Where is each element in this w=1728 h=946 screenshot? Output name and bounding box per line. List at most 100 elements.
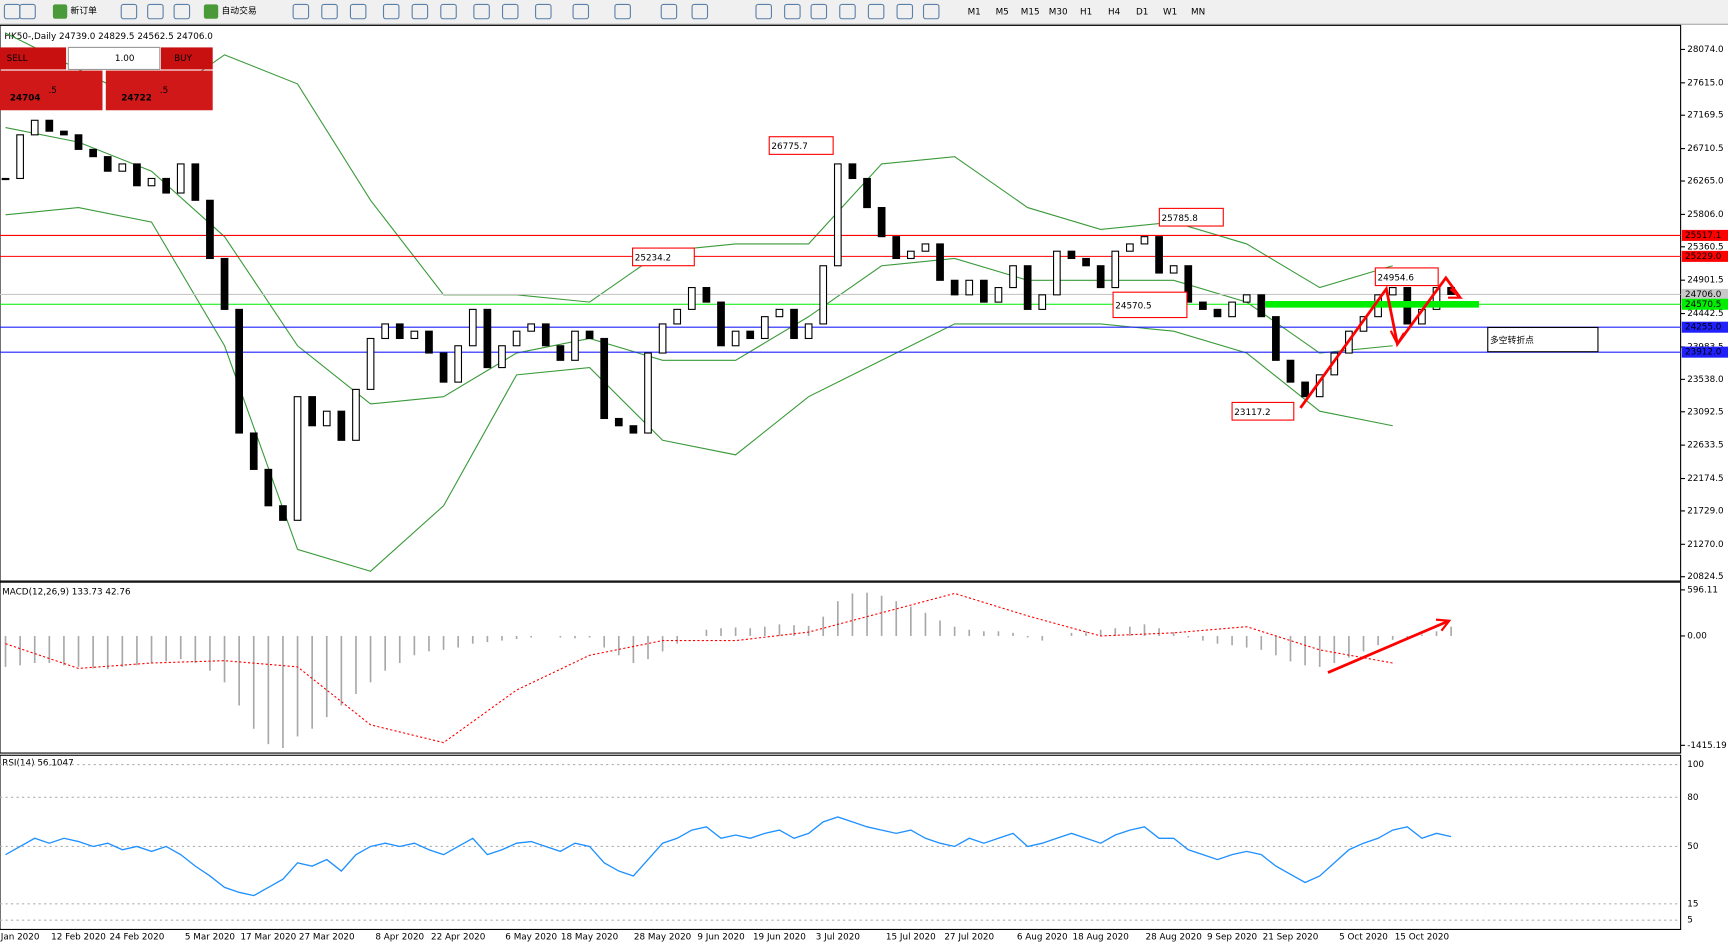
y-tick-label: 20824.5: [1687, 572, 1723, 582]
candle: [454, 345, 463, 383]
timeframe-button[interactable]: M15: [1021, 8, 1040, 18]
toolbar-icon[interactable]: [321, 3, 338, 20]
candle: [1228, 301, 1236, 318]
timeframe-button[interactable]: H1: [1080, 8, 1092, 18]
toolbar-icon[interactable]: [810, 3, 828, 20]
x-tick-label: 22 Apr 2020: [431, 933, 486, 943]
x-tick-label: 18 May 2020: [561, 933, 619, 943]
candle: [1126, 243, 1134, 252]
x-tick-label: 5 Oct 2020: [1339, 933, 1388, 943]
buy-label[interactable]: BUY: [174, 54, 192, 64]
timeframe-button[interactable]: W1: [1163, 8, 1177, 18]
candle: [30, 119, 39, 136]
candle: [16, 134, 24, 180]
candle: [1, 177, 10, 181]
toolbar-icon[interactable]: [839, 3, 856, 20]
candle: [293, 396, 302, 521]
toolbar-icon[interactable]: [755, 3, 772, 20]
toolbar-button[interactable]: 新订单: [71, 5, 98, 17]
toolbar-icon[interactable]: [572, 3, 590, 20]
price-annotation: 23117.2: [1234, 408, 1270, 418]
timeframe-button[interactable]: D1: [1136, 8, 1148, 18]
sell-label[interactable]: SELL: [7, 54, 28, 64]
toolbar-button[interactable]: 自动交易: [222, 5, 257, 17]
y-tick-label: 80: [1687, 793, 1699, 803]
toolbar-icon[interactable]: [292, 3, 310, 20]
y-tick-label: -1415.19: [1687, 741, 1727, 751]
lot-field[interactable]: [67, 46, 161, 71]
toolbar-icon[interactable]: [614, 3, 631, 20]
candle: [863, 177, 871, 209]
timeframe-button[interactable]: MN: [1191, 8, 1205, 18]
y-tick-label: 21270.0: [1687, 540, 1724, 550]
candle: [1257, 294, 1266, 318]
bid-box[interactable]: [0, 70, 103, 111]
toolbar-icon[interactable]: [535, 3, 552, 20]
x-tick-label: 28 May 2020: [634, 933, 692, 943]
price-level-label: 24706.0: [1685, 290, 1722, 300]
candle: [162, 177, 170, 194]
candle: [629, 425, 638, 434]
y-tick-label: 23538.0: [1687, 375, 1724, 385]
toolbar-icon[interactable]: [473, 3, 490, 20]
candle: [235, 308, 243, 434]
toolbar-icon[interactable]: [147, 3, 164, 20]
candle: [804, 323, 813, 340]
x-tick-label: 15 Jul 2020: [886, 933, 936, 943]
candle: [498, 345, 506, 369]
toolbar-icon[interactable]: [173, 3, 191, 20]
rsi-line: [5, 816, 1452, 897]
y-tick-label: 0.00: [1687, 631, 1707, 641]
candle: [658, 323, 667, 354]
sell-button[interactable]: [0, 47, 67, 70]
ask-box[interactable]: [105, 70, 213, 111]
toolbar-icon[interactable]: [784, 3, 801, 20]
y-tick-label: 50: [1687, 842, 1699, 852]
candle: [45, 119, 54, 132]
y-tick-label: 25806.0: [1687, 210, 1724, 220]
arrow-head: [1448, 288, 1464, 299]
toolbar-icon[interactable]: [922, 3, 940, 20]
toolbar-icon[interactable]: [440, 3, 457, 20]
pivot-note: 多空转折点: [1490, 334, 1534, 346]
price-level-tag: [1681, 346, 1728, 358]
candle: [994, 287, 1003, 303]
candle: [731, 330, 740, 347]
price-annotation-box: [1112, 291, 1188, 319]
buy-button[interactable]: [160, 47, 213, 70]
macd-arrow: [1327, 619, 1450, 674]
toolbar-icon[interactable]: [120, 3, 138, 20]
toolbar-icon[interactable]: [411, 3, 429, 20]
candle: [176, 163, 185, 194]
lot-value[interactable]: 1.00: [115, 54, 135, 64]
timeframe-button[interactable]: M1: [968, 8, 981, 18]
price-level-label: 24570.5: [1685, 300, 1721, 310]
timeframe-button[interactable]: M30: [1049, 8, 1068, 18]
candle: [1272, 316, 1280, 361]
candle: [1140, 236, 1149, 245]
candle: [60, 130, 68, 136]
candle: [819, 265, 828, 325]
y-tick-label: 22633.5: [1687, 441, 1723, 451]
toolbar-icon[interactable]: [660, 3, 678, 20]
x-tick-label: 21 Sep 2020: [1263, 933, 1319, 943]
x-tick-label: 3 Jul 2020: [816, 933, 861, 943]
toolbar-icon[interactable]: [349, 3, 367, 20]
toolbar-icon[interactable]: [867, 3, 885, 20]
toolbar-icon[interactable]: [19, 3, 36, 20]
price-level-tag: [1681, 229, 1728, 241]
toolbar-icon[interactable]: [382, 3, 400, 20]
timeframe-button[interactable]: H4: [1108, 8, 1121, 18]
timeframe-button[interactable]: M5: [996, 8, 1009, 18]
candle: [527, 323, 536, 332]
toolbar-icon[interactable]: [896, 3, 914, 20]
candle: [1096, 265, 1105, 289]
candle: [1052, 250, 1061, 296]
candle: [1213, 308, 1222, 318]
toolbar-icon[interactable]: [501, 3, 519, 20]
candle: [1242, 294, 1251, 303]
price-level-label: 24255.0: [1685, 323, 1722, 333]
y-tick-label: 24442.5: [1687, 309, 1723, 319]
candle: [556, 345, 565, 361]
toolbar-icon[interactable]: [691, 3, 709, 20]
